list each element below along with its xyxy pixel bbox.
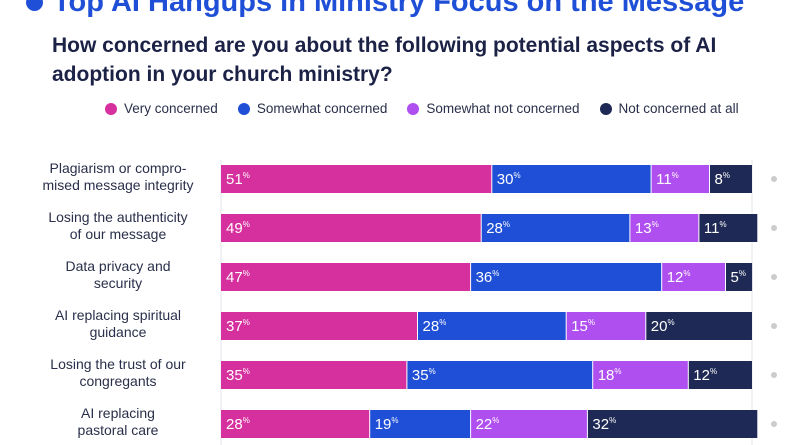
bar-value-label: 37% [226, 318, 250, 335]
legend-swatch-icon [599, 102, 612, 115]
legend-item-not-concerned-at-all: Not concerned at all [599, 101, 739, 116]
bar-value-label: 12% [693, 367, 717, 384]
category-label-line: AI replacing spiritual [54, 307, 182, 323]
bar-value-label: 18% [598, 367, 622, 384]
category-label-line: pastoral care [77, 422, 159, 438]
bar-segment-somewhat-concerned [470, 263, 662, 291]
bar-value-label: 8% [715, 171, 730, 188]
bar-segment-somewhat-concerned [406, 361, 593, 389]
legend-item-somewhat-concerned: Somewhat concerned [237, 101, 388, 116]
headline-bullet-icon [26, 0, 43, 11]
bar-value-label: 28% [226, 416, 250, 433]
bar-value-label: 19% [375, 416, 399, 433]
legend-label: Not concerned at all [618, 101, 739, 116]
bar-value-label: 20% [651, 318, 675, 335]
headline-text: Top AI Hangups in Ministry Focus on the … [53, 0, 745, 18]
row-end-dot-icon [771, 323, 777, 329]
legend-swatch-icon [407, 102, 420, 115]
bar-segment-not-concerned-at-all [688, 361, 752, 389]
bar-segment-somewhat-not-concerned [661, 263, 726, 291]
legend-label: Somewhat not concerned [426, 101, 580, 116]
bar-segment-not-concerned-at-all [725, 263, 753, 291]
bar-value-label: 47% [226, 269, 250, 286]
category-label: Losing the authenticity of our message [20, 209, 216, 243]
bar-segment-somewhat-not-concerned [470, 410, 588, 438]
category-label-line: Losing the trust of our [50, 356, 186, 372]
bar-value-label: 49% [226, 220, 250, 237]
category-label-line: mised message integrity [42, 177, 194, 193]
bar-value-label: 12% [667, 269, 691, 286]
headline: Top AI Hangups in Ministry Focus on the … [26, 0, 744, 19]
category-label-line: Data privacy and [65, 258, 171, 274]
category-label-line: guidance [89, 324, 147, 340]
chart-question: How concerned are you about the followin… [52, 34, 717, 86]
category-label: Plagiarism or compro-mised message integ… [20, 160, 216, 194]
bar-value-label: 22% [476, 416, 500, 433]
bar-segment-not-concerned-at-all [698, 214, 758, 242]
category-label-line: Plagiarism or compro- [49, 160, 187, 176]
bar-value-label: 35% [226, 367, 250, 384]
bar-segment-not-concerned-at-all [645, 312, 752, 340]
bar-value-label: 28% [423, 318, 447, 335]
row-end-dot-icon [771, 372, 777, 378]
row-end-dot-icon [771, 176, 777, 182]
bar-segment-very-concerned [221, 361, 407, 389]
category-label: AI replacing spiritual guidance [20, 307, 216, 341]
legend-swatch-icon [237, 102, 250, 115]
bar-segment-very-concerned [221, 410, 370, 438]
category-label: Data privacy and security [20, 258, 216, 292]
category-label-line: security [93, 275, 143, 291]
category-label: Losing the trust of our congregants [20, 356, 216, 390]
bar-segment-somewhat-concerned [481, 214, 630, 242]
bar-segment-very-concerned [221, 214, 482, 242]
chart-legend: Very concerned Somewhat concerned Somewh… [105, 101, 759, 116]
legend-swatch-icon [105, 102, 117, 115]
bar-segment-somewhat-not-concerned [566, 312, 646, 340]
row-end-dot-icon [771, 225, 777, 231]
bar-segment-somewhat-not-concerned [629, 214, 699, 242]
bar-value-label: 5% [731, 269, 746, 286]
category-label-line: of our message [69, 226, 167, 242]
bar-value-label: 36% [476, 269, 500, 286]
legend-item-very-concerned: Very concerned [105, 101, 218, 116]
bar-segment-somewhat-not-concerned [651, 165, 710, 193]
bar-segment-not-concerned-at-all [709, 165, 752, 193]
bar-value-label: 32% [592, 416, 616, 433]
bar-segment-not-concerned-at-all [587, 410, 758, 438]
row-end-dot-icon [771, 421, 777, 427]
bar-segment-very-concerned [221, 312, 418, 340]
bar-value-label: 15% [571, 318, 595, 335]
bar-value-label: 35% [412, 367, 436, 384]
bar-value-label: 13% [635, 220, 659, 237]
row-end-dot-icon [771, 274, 777, 280]
bar-segment-somewhat-concerned [417, 312, 567, 340]
category-label-line: AI replacing [81, 405, 155, 421]
legend-label: Very concerned [124, 101, 218, 116]
bar-value-label: 11% [704, 220, 727, 237]
bar-segment-very-concerned [221, 263, 471, 291]
bar-segment-somewhat-concerned [369, 410, 471, 438]
bar-value-label: 51% [226, 171, 250, 188]
category-label-line: Losing the authenticity [48, 209, 188, 225]
legend-label: Somewhat concerned [256, 101, 388, 116]
bar-segment-very-concerned [221, 165, 492, 193]
bar-value-label: 30% [497, 171, 521, 188]
bar-value-label: 28% [486, 220, 510, 237]
bar-segment-somewhat-concerned [491, 165, 652, 193]
category-label-line: congregants [79, 373, 157, 389]
bar-segment-somewhat-not-concerned [592, 361, 689, 389]
legend-item-somewhat-not-concerned: Somewhat not concerned [407, 101, 580, 116]
category-label: AI replacing pastoral care [20, 405, 216, 439]
bar-value-label: 11% [656, 171, 679, 188]
